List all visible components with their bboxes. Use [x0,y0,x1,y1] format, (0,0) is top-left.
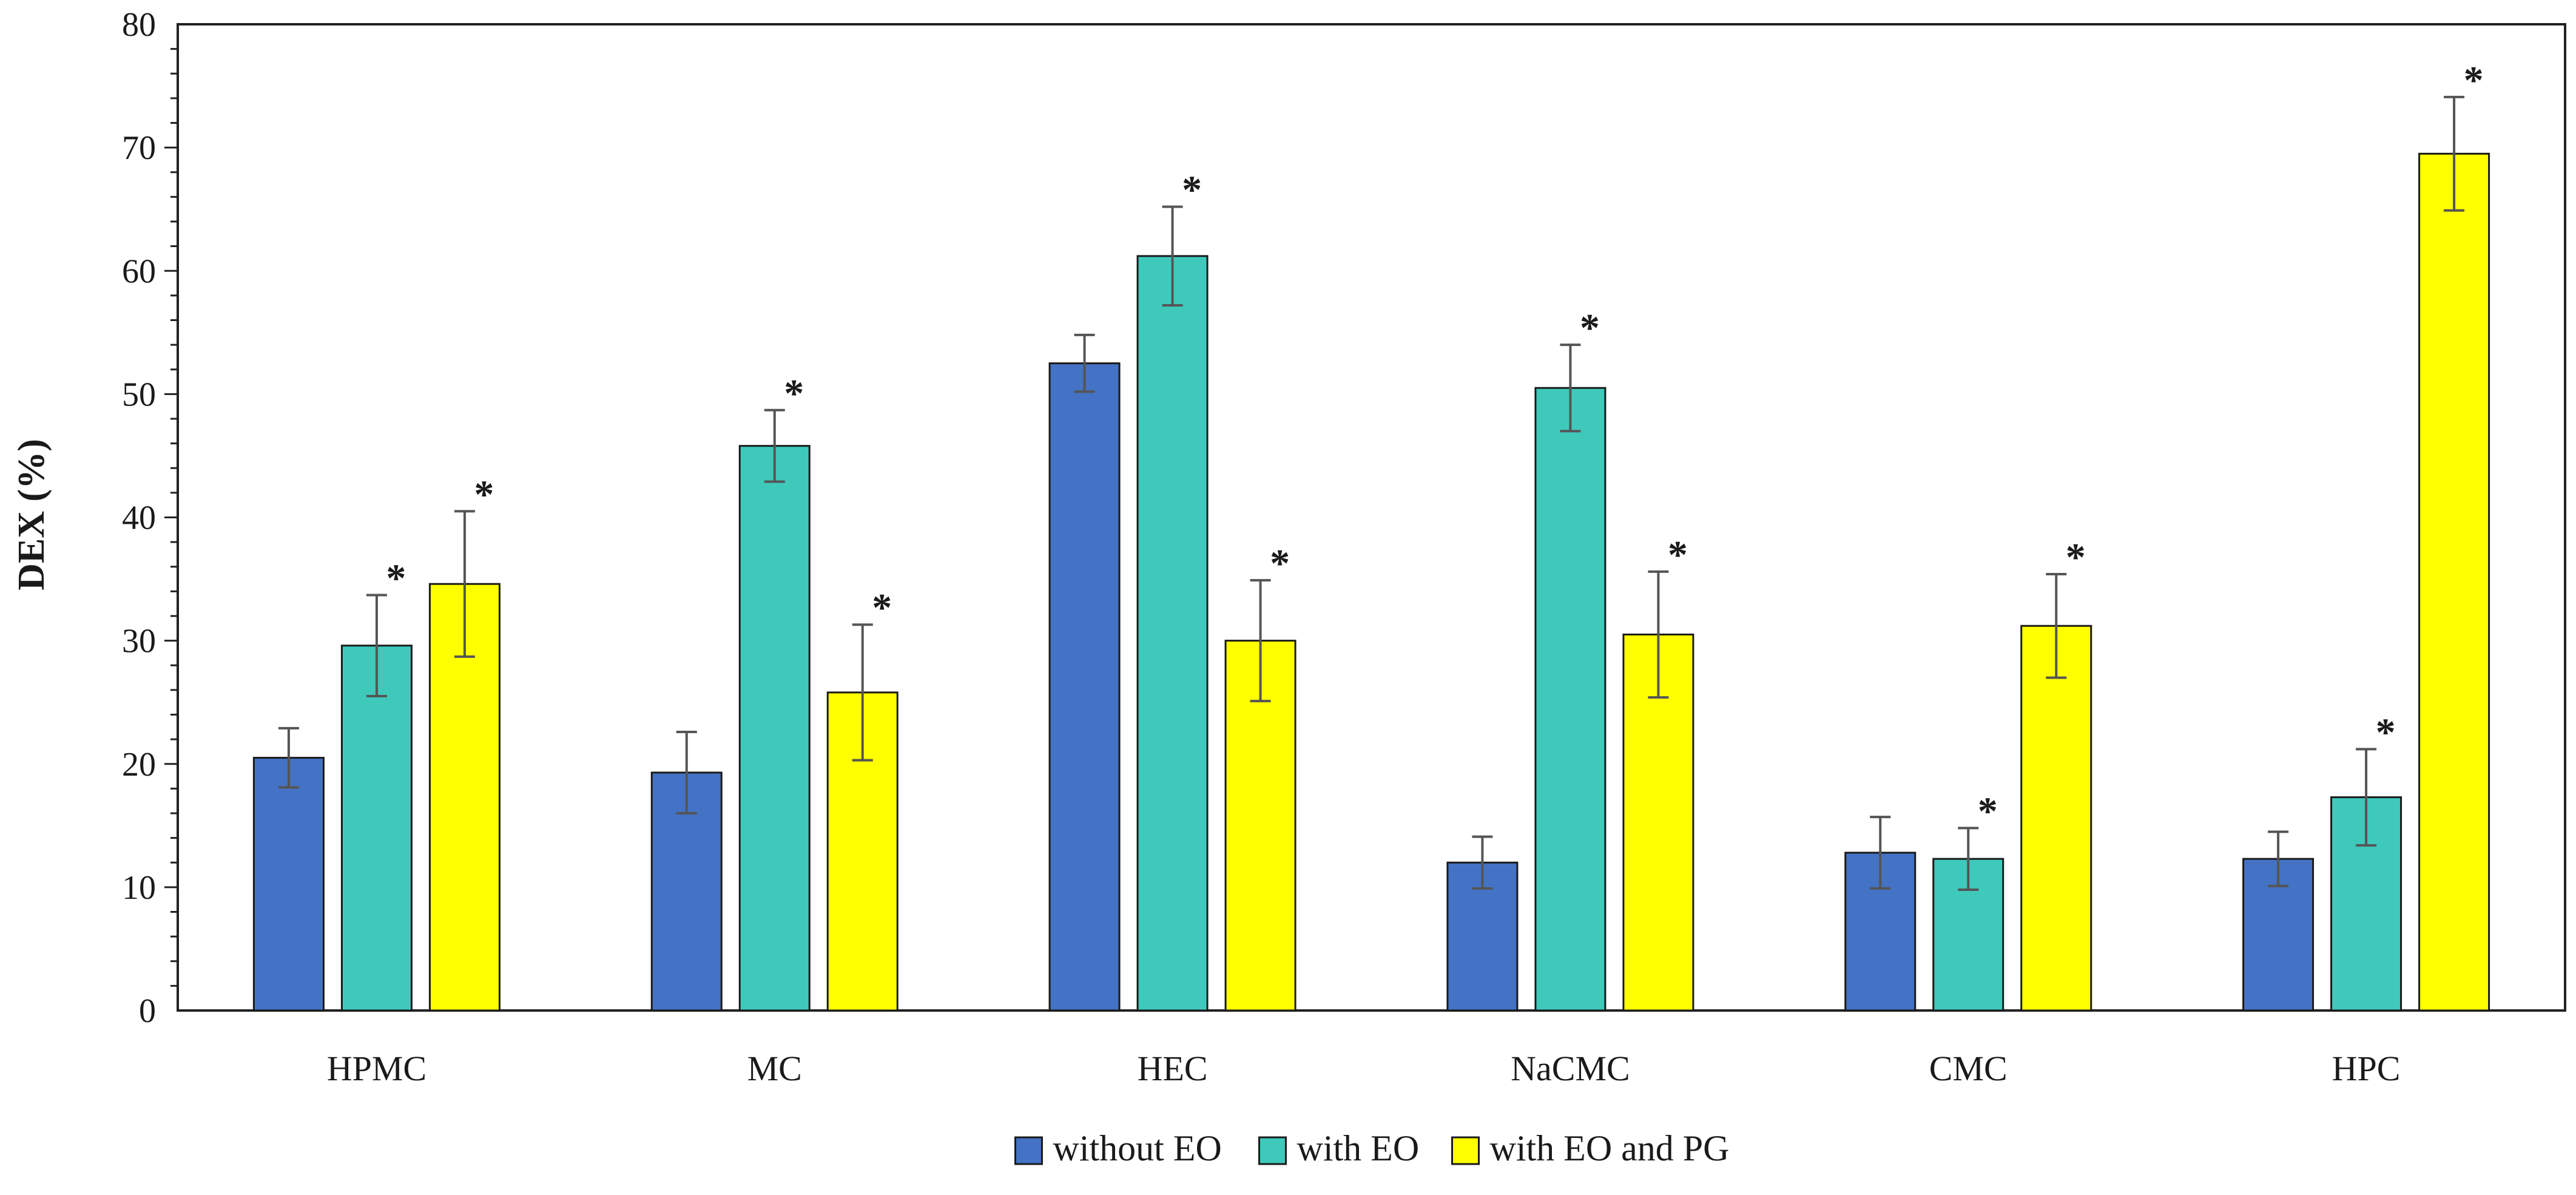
y-tick-label: 20 [122,746,156,784]
significance-marker: * [2464,58,2484,103]
bar[interactable] [2418,152,2490,1012]
y-tick-label: 70 [122,129,156,167]
x-tick-label: HEC [1138,1049,1208,1088]
legend-label: without EO [1053,1128,1222,1168]
x-tick-label: CMC [1929,1049,2008,1088]
bar[interactable] [1932,858,2004,1012]
significance-marker: * [872,586,892,630]
significance-marker: * [474,472,494,516]
plot-frame [177,23,2566,1012]
y-axis-label: DEX (%) [11,439,52,591]
y-tick-label: 60 [122,252,156,290]
x-tick-label: HPMC [327,1049,427,1088]
bar[interactable] [1136,255,1209,1012]
x-tick-label: HPC [2332,1049,2401,1088]
y-tick-label: 50 [122,376,156,413]
significance-marker: * [1182,168,1202,212]
y-tick-label: 40 [122,499,156,537]
significance-marker: * [1270,541,1290,586]
significance-marker: * [784,371,804,416]
bar[interactable] [340,645,413,1012]
bar[interactable] [1224,640,1296,1012]
y-tick-label: 30 [122,623,156,660]
x-tick-label: NaCMC [1511,1049,1630,1088]
significance-marker: * [386,556,406,600]
significance-marker: * [1978,789,1998,833]
significance-marker: * [2066,535,2086,580]
bar[interactable] [252,757,325,1012]
y-tick-label: 0 [139,992,156,1030]
significance-marker: * [2376,710,2396,754]
legend-swatch [1451,1136,1480,1165]
legend-swatch [1014,1136,1043,1165]
x-tick-label: MC [747,1049,802,1088]
y-tick-label: 80 [122,6,156,44]
y-tick-label: 10 [122,869,156,907]
bar[interactable] [1534,387,1607,1012]
legend-swatch [1258,1136,1287,1165]
bar[interactable] [2020,625,2092,1012]
bar[interactable] [738,445,811,1012]
bar[interactable] [1048,362,1121,1012]
legend-label: with EO and PG [1490,1128,1730,1168]
legend-label: with EO [1297,1128,1420,1168]
significance-marker: * [1668,533,1688,577]
significance-marker: * [1580,306,1600,350]
